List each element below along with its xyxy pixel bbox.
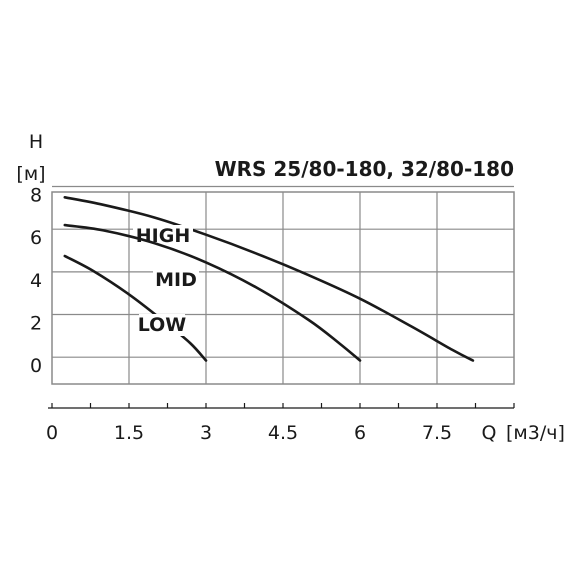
curve-mid [63,223,362,362]
curve-label-backdrop [139,314,185,336]
x-axis [48,403,515,409]
grid [51,185,515,385]
y-tick-label: 4 [30,270,42,292]
y-axis-unit: [м] [16,163,45,185]
x-tick-label: 1.5 [114,422,144,444]
curve-label-high: HIGH [136,225,190,247]
y-axis-label: H [29,131,43,153]
x-tick-label: 4.5 [268,422,298,444]
chart-title: WRS 25/80-180, 32/80-180 [215,157,514,181]
y-tick-label: 6 [30,227,42,249]
curves: HIGH MID LOW [63,196,475,362]
curve-label-mid: MID [155,269,197,291]
x-tick-label: 6 [354,422,366,444]
x-tick-label: 7.5 [422,422,452,444]
x-tick-label: 0 [46,422,58,444]
y-tick-label: 8 [30,185,42,207]
curve-label-backdrop [153,269,199,291]
tick-labels: 0 1.5 3 4.5 6 7.5 0 2 4 6 8 [30,185,452,444]
x-axis-unit: [м3/ч] [506,422,565,444]
curve-label-low: LOW [138,314,187,336]
curve-high [63,196,475,362]
y-tick-label: 0 [30,355,42,377]
y-tick-label: 2 [30,313,42,335]
x-axis-label: Q [482,422,497,444]
curve-low [63,254,208,362]
x-tick-label: 3 [200,422,212,444]
text-labels: H [м] WRS 25/80-180, 32/80-180 Q [м3/ч] [16,131,564,444]
